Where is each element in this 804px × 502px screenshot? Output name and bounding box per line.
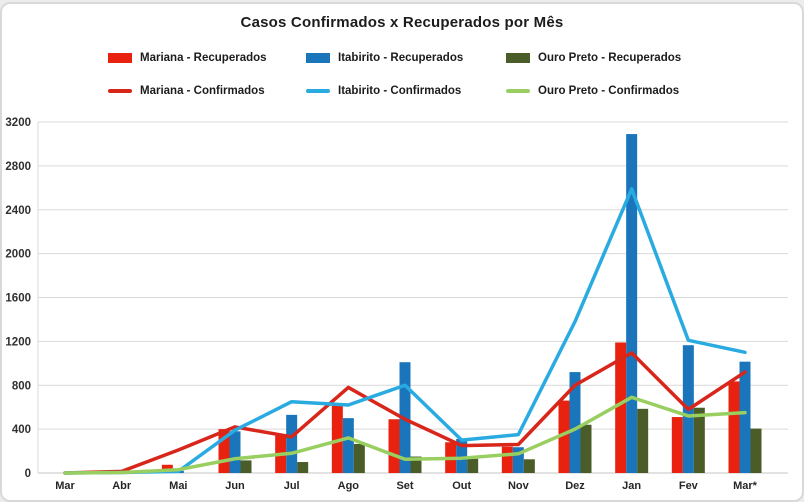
bar [580, 424, 592, 473]
bar [229, 431, 241, 473]
bar [512, 447, 524, 473]
bar [750, 428, 762, 473]
legend-line-swatch [306, 89, 330, 93]
chart-legend: Mariana - Recuperados Itabirito - Recuper… [108, 50, 746, 99]
y-tick-label: 1600 [5, 293, 31, 305]
bar [637, 408, 649, 473]
line-series-mariana-confirmados [63, 351, 747, 475]
bar [286, 414, 298, 473]
bar [728, 381, 740, 473]
bar [218, 429, 230, 473]
y-tick-label: 400 [12, 424, 31, 436]
bar [388, 419, 400, 473]
legend-line-swatch [108, 89, 132, 93]
bar [501, 446, 513, 473]
x-tick-label: Jun [225, 480, 245, 492]
legend-label: Ouro Preto - Recuperados [538, 52, 682, 64]
x-tick-label: Jul [284, 480, 300, 492]
legend-label: Ouro Preto - Confirmados [538, 85, 680, 97]
legend-bar-swatch [506, 53, 530, 63]
bar-series-ouro-preto-recuperados [240, 407, 762, 473]
bar [615, 342, 627, 473]
x-tick-label: Set [396, 480, 413, 492]
legend-item: Mariana - Recuperados [108, 50, 306, 66]
bar [240, 460, 252, 473]
bar [523, 459, 535, 473]
bar [558, 400, 570, 473]
bar-series-itabirito-recuperados [172, 134, 751, 474]
chart-title: Casos Confirmados x Recuperados por Mês [240, 14, 564, 31]
bar [342, 418, 354, 473]
x-tick-label: Ago [338, 480, 360, 492]
legend-item: Itabirito - Confirmados [306, 83, 506, 99]
x-tick-label: Out [452, 480, 471, 492]
legend-bar-swatch [306, 53, 330, 63]
bar [739, 361, 751, 473]
bar [410, 456, 422, 473]
legend-item: Ouro Preto - Recuperados [506, 50, 746, 66]
bar [693, 407, 705, 473]
bar [353, 443, 365, 473]
x-tick-label: Abr [112, 480, 132, 492]
legend-item: Ouro Preto - Confirmados [506, 83, 746, 99]
bar [456, 438, 468, 473]
x-tick-label: Nov [508, 480, 530, 492]
x-tick-label: Mar [55, 480, 75, 492]
x-tick-label: Fev [679, 480, 699, 492]
y-tick-label: 800 [12, 380, 31, 392]
bar [297, 462, 309, 473]
legend-item: Itabirito - Recuperados [306, 50, 506, 66]
x-tick-label: Mar* [733, 480, 758, 492]
legend-label: Mariana - Confirmados [140, 85, 265, 97]
y-tick-label: 2400 [5, 205, 31, 217]
bar [467, 458, 479, 473]
x-tick-label: Mai [169, 480, 187, 492]
y-tick-label: 1200 [5, 336, 31, 348]
line-series-ouro-preto-confirmados [63, 395, 747, 475]
legend-label: Mariana - Recuperados [140, 52, 267, 64]
legend-line-swatch [506, 89, 530, 93]
y-tick-label: 3200 [5, 117, 31, 129]
bar-series-mariana-recuperados [161, 342, 740, 473]
legend-label: Itabirito - Confirmados [338, 85, 462, 97]
chart-plot-area: 0 400 800 1200 1600 2000 2400 2800 3200 Mar Abr Mai… [5, 117, 788, 492]
y-tick-label: 0 [25, 468, 31, 480]
y-tick-label: 2800 [5, 161, 31, 173]
y-tick-label: 2000 [5, 249, 31, 261]
legend-item: Mariana - Confirmados [108, 83, 306, 99]
x-tick-label: Dez [565, 480, 585, 492]
bar [569, 372, 581, 473]
bar [671, 417, 683, 473]
legend-bar-swatch [108, 53, 132, 63]
bar [626, 134, 638, 474]
legend-label: Itabirito - Recuperados [338, 52, 464, 64]
x-tick-label: Jan [622, 480, 641, 492]
